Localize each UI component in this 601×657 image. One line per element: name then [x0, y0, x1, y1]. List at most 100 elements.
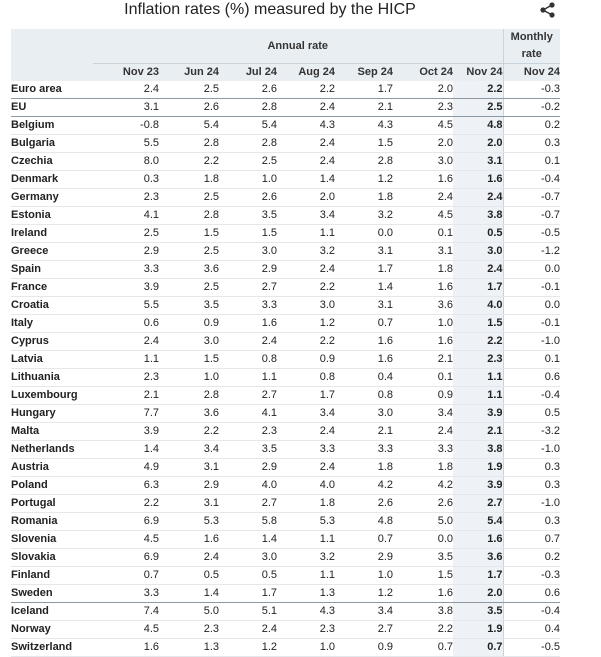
- rate-cell: 2.3: [159, 620, 219, 639]
- monthly-rate-cell: -0.1: [502, 278, 560, 297]
- annual-rate-header: Annual rate: [93, 29, 503, 64]
- rate-cell: 5.3: [159, 512, 219, 531]
- rate-cell: 3.8: [393, 602, 453, 621]
- share-icon[interactable]: [538, 1, 558, 19]
- rate-cell: 2.6: [335, 494, 393, 513]
- rate-cell: 2.4: [277, 458, 335, 477]
- rate-cell: 1.4: [93, 440, 159, 459]
- rate-cell: 1.2: [219, 638, 277, 657]
- rate-cell: 5.1: [219, 602, 277, 621]
- rate-cell: 3.6: [159, 404, 219, 423]
- rate-cell: 2.2: [453, 81, 503, 99]
- country-name: Switzerland: [11, 638, 93, 657]
- rate-cell: 0.5: [453, 224, 503, 243]
- rate-cell: 2.0: [453, 584, 503, 603]
- rate-cell: 1.5: [219, 224, 277, 243]
- table-row: France 3.9 2.5 2.7 2.2 1.4 1.6 1.7 -0.1: [11, 278, 560, 297]
- rate-cell: 1.6: [393, 332, 453, 351]
- monthly-rate-cell: -3.2: [502, 422, 560, 441]
- rate-cell: 2.1: [93, 386, 159, 405]
- rate-cell: 5.8: [219, 512, 277, 531]
- table-row: Slovakia 6.9 2.4 3.0 3.2 2.9 3.5 3.6 0.2: [11, 548, 560, 567]
- rate-cell: 2.6: [219, 188, 277, 207]
- country-name: Latvia: [11, 350, 93, 369]
- table-row: EU 3.1 2.6 2.8 2.4 2.1 2.3 2.5 -0.2: [11, 98, 560, 117]
- table-row: Lithuania 2.3 1.0 1.1 0.8 0.4 0.1 1.1 0.6: [11, 368, 560, 387]
- rate-cell: 1.6: [453, 170, 503, 189]
- chart-title: Inflation rates (%) measured by the HICP: [124, 1, 416, 18]
- rate-cell: 2.9: [159, 476, 219, 495]
- rate-cell: 2.4: [393, 188, 453, 207]
- rate-cell: 2.8: [219, 98, 277, 117]
- rate-cell: 0.0: [393, 530, 453, 549]
- rate-cell: 2.5: [453, 98, 503, 117]
- table-row: Czechia 8.0 2.2 2.5 2.4 2.8 3.0 3.1 0.1: [11, 152, 560, 171]
- rate-cell: 1.7: [277, 386, 335, 405]
- rate-cell: -0.8: [93, 116, 159, 135]
- rate-cell: 0.6: [93, 314, 159, 333]
- country-name: Denmark: [11, 170, 93, 189]
- rate-cell: 2.4: [277, 98, 335, 117]
- country-name: France: [11, 278, 93, 297]
- country-name: Poland: [11, 476, 93, 495]
- monthly-rate-cell: -0.1: [502, 314, 560, 333]
- rate-cell: 0.7: [453, 638, 503, 657]
- rate-cell: 2.7: [453, 494, 503, 513]
- rate-cell: 3.4: [393, 404, 453, 423]
- rate-cell: 2.7: [219, 494, 277, 513]
- table-row: Malta 3.9 2.2 2.3 2.4 2.1 2.4 2.1 -3.2: [11, 422, 560, 441]
- rate-cell: 3.3: [219, 296, 277, 315]
- rate-cell: 1.7: [453, 566, 503, 585]
- rate-cell: 2.9: [93, 242, 159, 261]
- rate-cell: 3.3: [93, 260, 159, 279]
- rate-cell: 1.8: [393, 458, 453, 477]
- rate-cell: 3.8: [453, 206, 503, 225]
- rate-cell: 1.0: [277, 638, 335, 657]
- corner-cell: [11, 29, 93, 64]
- table-row: Italy 0.6 0.9 1.6 1.2 0.7 1.0 1.5 -0.1: [11, 314, 560, 333]
- rate-cell: 4.0: [453, 296, 503, 315]
- column-header: Aug 24: [277, 63, 335, 81]
- rate-cell: 2.4: [219, 332, 277, 351]
- rate-cell: 2.9: [219, 260, 277, 279]
- rate-cell: 2.8: [335, 152, 393, 171]
- country-name: Netherlands: [11, 440, 93, 459]
- rate-cell: 5.4: [453, 512, 503, 531]
- rate-cell: 5.0: [393, 512, 453, 531]
- rate-cell: 0.7: [393, 638, 453, 657]
- table-row: Iceland 7.4 5.0 5.1 4.3 3.4 3.8 3.5 -0.4: [11, 602, 560, 621]
- rate-cell: 3.3: [335, 440, 393, 459]
- table-row: Luxembourg 2.1 2.8 2.7 1.7 0.8 0.9 1.1 -0.4: [11, 386, 560, 405]
- monthly-rate-cell: -0.4: [502, 602, 560, 621]
- rate-cell: 1.4: [277, 170, 335, 189]
- rate-cell: 1.0: [159, 368, 219, 387]
- rate-cell: 3.4: [159, 440, 219, 459]
- rate-cell: 5.4: [219, 116, 277, 135]
- country-name: Luxembourg: [11, 386, 93, 405]
- rate-cell: 1.2: [277, 314, 335, 333]
- rate-cell: 1.5: [335, 134, 393, 153]
- rate-cell: 2.4: [277, 152, 335, 171]
- rate-cell: 3.3: [277, 440, 335, 459]
- column-header: Nov 23: [93, 63, 159, 81]
- table-row: Germany 2.3 2.5 2.6 2.0 1.8 2.4 2.4 -0.7: [11, 188, 560, 207]
- rate-cell: 0.9: [277, 350, 335, 369]
- rate-cell: 1.6: [93, 638, 159, 657]
- rate-cell: 2.4: [93, 81, 159, 99]
- table-row: Sweden 3.3 1.4 1.7 1.3 1.2 1.6 2.0 0.6: [11, 584, 560, 603]
- rate-cell: 0.1: [393, 224, 453, 243]
- rate-cell: 1.4: [219, 530, 277, 549]
- rate-cell: 2.7: [335, 620, 393, 639]
- rate-cell: 1.1: [277, 224, 335, 243]
- rate-cell: 3.1: [335, 296, 393, 315]
- rate-cell: 2.4: [393, 422, 453, 441]
- monthly-rate-cell: 0.7: [502, 530, 560, 549]
- rate-cell: 4.2: [393, 476, 453, 495]
- rate-cell: 2.2: [393, 620, 453, 639]
- monthly-rate-cell: -1.2: [502, 242, 560, 261]
- table-row: Finland 0.7 0.5 0.5 1.1 1.0 1.5 1.7 -0.3: [11, 566, 560, 585]
- rate-cell: 0.5: [159, 566, 219, 585]
- monthly-rate-cell: -0.7: [502, 206, 560, 225]
- hicp-table: Annual rate Monthly rate Nov 23 Jun 24 J…: [11, 29, 560, 657]
- rate-cell: 3.2: [277, 548, 335, 567]
